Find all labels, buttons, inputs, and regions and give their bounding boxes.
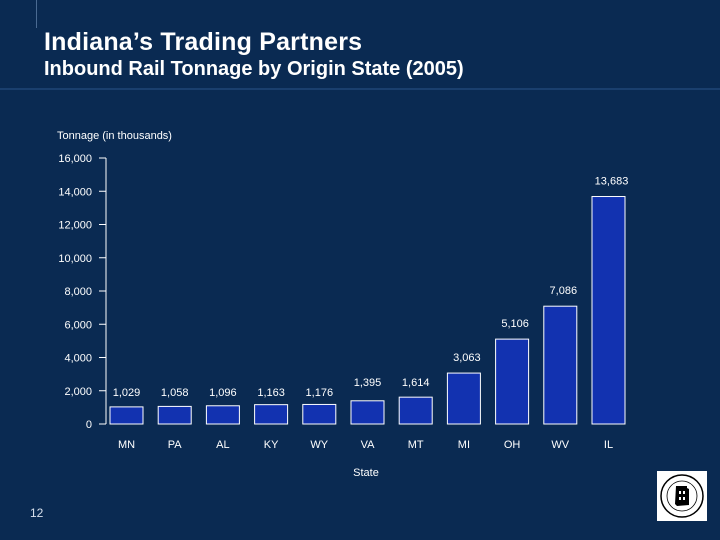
y-tick-label: 10,000 — [58, 253, 92, 265]
data-label: 1,614 — [402, 377, 430, 389]
bars — [109, 196, 626, 425]
data-label: 1,163 — [257, 387, 285, 399]
x-tick-label: MI — [458, 439, 470, 451]
data-labels: 1,029 1,058 1,096 1,163 1,176 1,395 1,614 3,063… — [113, 176, 629, 399]
x-tick-label: OH — [504, 439, 521, 451]
data-label: 1,395 — [354, 377, 382, 389]
x-tick-label: IL — [604, 439, 613, 451]
data-label: 7,086 — [550, 285, 578, 297]
y-tick-label: 8,000 — [64, 286, 92, 298]
y-axis-label: Tonnage (in thousands) — [57, 130, 172, 142]
x-tick-label: MT — [408, 439, 424, 451]
x-tick-label: WV — [551, 439, 569, 451]
slide-title: Indiana’s Trading Partners — [44, 28, 363, 56]
y-tick-label: 14,000 — [58, 186, 92, 198]
bar-mn — [109, 406, 144, 425]
bar-ky — [254, 404, 289, 425]
y-tick-label: 0 — [86, 419, 92, 431]
x-tick-label: WY — [310, 439, 328, 451]
x-tick-label: PA — [168, 439, 183, 451]
bar-il — [591, 196, 626, 425]
x-tick-labels: MN PA AL KY WY VA MT MI OH WV IL — [118, 439, 613, 451]
bar-mt — [398, 396, 433, 425]
y-ticks: 0 2,000 4,000 6,000 8,000 10,000 12,000 14,000 1… — [58, 153, 106, 431]
indot-seal-logo — [657, 471, 707, 521]
bar-al — [205, 405, 240, 425]
y-tick-label: 6,000 — [64, 319, 92, 331]
page-number: 12 — [30, 506, 44, 520]
bar-wy — [302, 403, 337, 425]
y-tick-label: 4,000 — [64, 353, 92, 365]
bar-mi — [446, 372, 481, 425]
y-tick-label: 12,000 — [58, 220, 92, 232]
title-divider — [0, 88, 720, 90]
x-axis-label: State — [353, 467, 379, 479]
data-label: 1,176 — [306, 387, 334, 399]
data-label: 3,063 — [453, 352, 481, 364]
data-label: 1,029 — [113, 387, 141, 399]
x-tick-label: KY — [264, 439, 279, 451]
x-tick-label: AL — [216, 439, 229, 451]
data-label: 1,096 — [209, 387, 237, 399]
x-tick-label: VA — [361, 439, 376, 451]
bar-pa — [157, 405, 192, 425]
left-rule — [36, 0, 37, 28]
bar-wv — [543, 305, 578, 425]
bar-oh — [495, 338, 530, 425]
bar-va — [350, 400, 385, 425]
data-label: 1,058 — [161, 387, 189, 399]
data-label: 5,106 — [501, 318, 529, 330]
y-tick-label: 2,000 — [64, 386, 92, 398]
slide-subtitle: Inbound Rail Tonnage by Origin State (20… — [44, 58, 464, 80]
y-tick-label: 16,000 — [58, 153, 92, 165]
data-label: 13,683 — [595, 176, 629, 188]
x-tick-label: MN — [118, 439, 135, 451]
